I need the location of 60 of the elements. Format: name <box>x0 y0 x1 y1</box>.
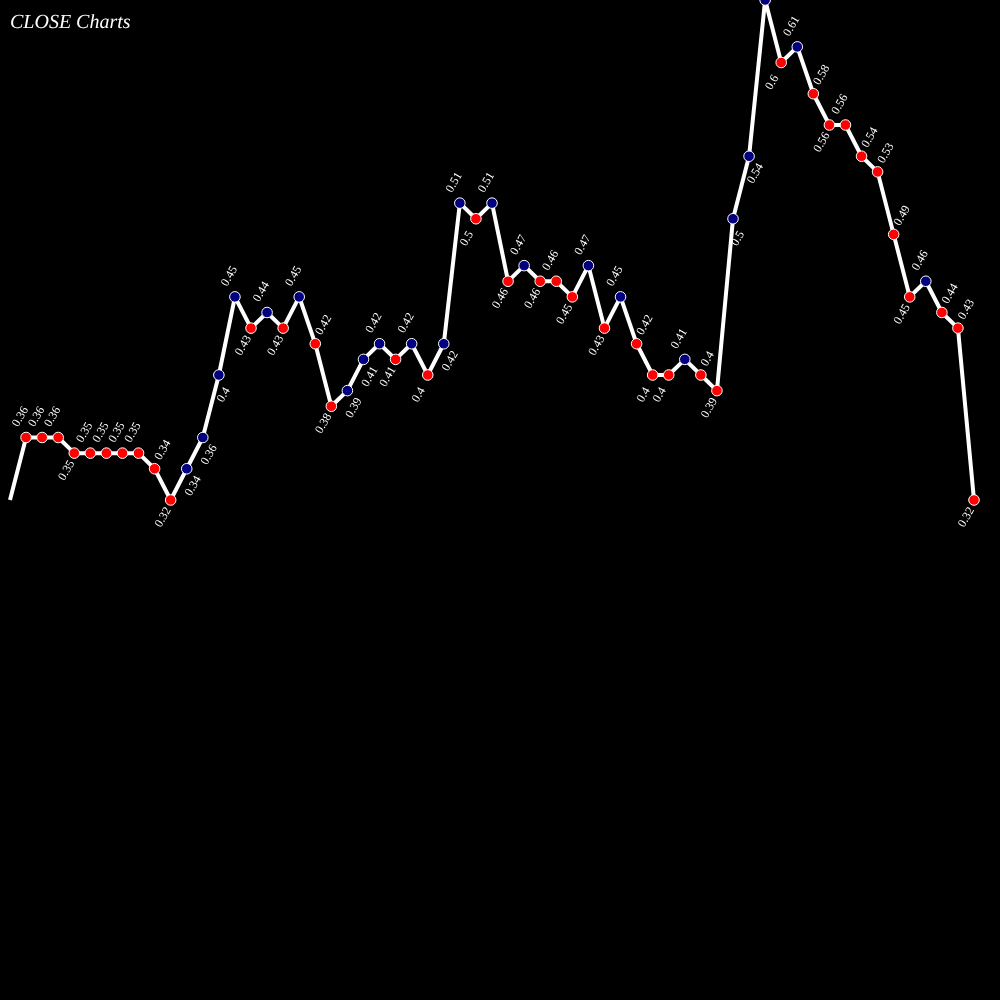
point <box>148 462 161 475</box>
point <box>405 337 418 350</box>
point <box>229 291 241 303</box>
point <box>550 275 563 288</box>
point <box>197 431 209 444</box>
point <box>807 87 820 100</box>
point <box>164 494 177 506</box>
point <box>325 400 338 413</box>
point <box>775 56 787 69</box>
point <box>245 322 257 334</box>
point <box>903 291 916 303</box>
point <box>421 369 434 381</box>
point <box>855 150 868 163</box>
point <box>100 447 113 459</box>
point <box>341 384 354 397</box>
point <box>486 197 498 209</box>
point <box>20 431 32 444</box>
point <box>791 41 804 53</box>
point <box>438 337 450 350</box>
point <box>454 197 466 209</box>
point <box>887 228 900 241</box>
point <box>630 337 643 350</box>
point <box>389 353 402 366</box>
point <box>84 447 97 459</box>
point <box>582 259 595 272</box>
point <box>679 353 691 366</box>
point <box>68 447 81 459</box>
point <box>132 447 145 459</box>
text: CLOSE Charts <box>10 12 131 34</box>
point <box>711 384 723 397</box>
point <box>614 291 627 303</box>
point <box>727 212 739 225</box>
point <box>936 306 948 319</box>
point <box>261 306 273 319</box>
point <box>839 119 852 131</box>
point <box>373 337 386 350</box>
point <box>502 275 514 288</box>
point <box>695 369 707 381</box>
point <box>518 259 530 272</box>
point <box>823 119 836 131</box>
point <box>116 447 129 459</box>
point <box>598 322 611 334</box>
point <box>743 150 755 163</box>
point <box>213 369 225 381</box>
point <box>277 322 289 334</box>
point <box>968 494 980 506</box>
point <box>470 212 482 225</box>
point <box>566 291 579 303</box>
point <box>952 322 964 334</box>
point <box>534 275 546 288</box>
point <box>52 431 64 444</box>
point <box>36 431 48 444</box>
point <box>309 337 322 350</box>
point <box>662 369 675 381</box>
point <box>357 353 370 366</box>
point <box>293 291 305 303</box>
point <box>646 369 659 381</box>
point <box>920 275 932 288</box>
point <box>180 462 193 475</box>
point <box>871 166 884 178</box>
